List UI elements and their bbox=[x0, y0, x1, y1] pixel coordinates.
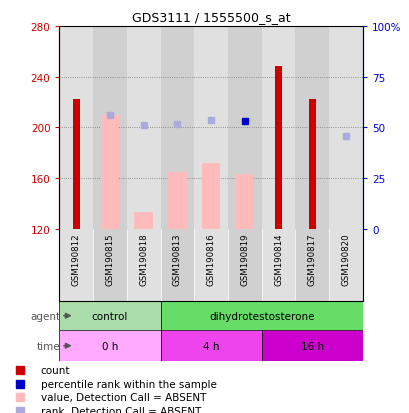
Bar bbox=[59, 27, 93, 229]
Bar bbox=[126, 27, 160, 229]
Bar bbox=[308, 100, 315, 229]
Bar bbox=[261, 330, 362, 361]
Text: time: time bbox=[36, 341, 60, 351]
Bar bbox=[93, 27, 126, 229]
Bar bbox=[194, 229, 227, 301]
Bar bbox=[295, 229, 328, 301]
Text: GSM190815: GSM190815 bbox=[105, 233, 114, 285]
Text: dihydrotestosterone: dihydrotestosterone bbox=[209, 311, 314, 321]
Bar bbox=[59, 301, 160, 330]
Bar bbox=[160, 229, 194, 301]
Text: GSM190814: GSM190814 bbox=[273, 233, 282, 285]
Text: GSM190816: GSM190816 bbox=[206, 233, 215, 285]
Text: 16 h: 16 h bbox=[300, 341, 323, 351]
Bar bbox=[227, 229, 261, 301]
Bar bbox=[235, 175, 254, 229]
Bar bbox=[328, 229, 362, 301]
Bar bbox=[160, 27, 194, 229]
Text: value, Detection Call = ABSENT: value, Detection Call = ABSENT bbox=[40, 392, 205, 403]
Bar bbox=[59, 330, 160, 361]
Text: control: control bbox=[92, 311, 128, 321]
Text: agent: agent bbox=[30, 311, 60, 321]
Bar bbox=[101, 115, 119, 229]
Bar bbox=[261, 229, 295, 301]
Text: 4 h: 4 h bbox=[202, 341, 219, 351]
Bar bbox=[134, 213, 153, 229]
Text: GSM190818: GSM190818 bbox=[139, 233, 148, 285]
Bar bbox=[72, 100, 80, 229]
Bar bbox=[126, 229, 160, 301]
Text: GSM190813: GSM190813 bbox=[173, 233, 182, 285]
Text: 0 h: 0 h bbox=[101, 341, 118, 351]
Bar bbox=[93, 229, 126, 301]
Bar bbox=[295, 27, 328, 229]
Text: GSM190817: GSM190817 bbox=[307, 233, 316, 285]
Bar bbox=[194, 27, 227, 229]
Text: rank, Detection Call = ABSENT: rank, Detection Call = ABSENT bbox=[40, 406, 200, 413]
Text: GSM190812: GSM190812 bbox=[72, 233, 81, 285]
Bar bbox=[160, 330, 261, 361]
Bar bbox=[274, 67, 281, 229]
Text: GSM190820: GSM190820 bbox=[341, 233, 350, 285]
Bar bbox=[261, 27, 295, 229]
Bar bbox=[168, 172, 186, 229]
Text: percentile rank within the sample: percentile rank within the sample bbox=[40, 379, 216, 389]
Bar bbox=[227, 27, 261, 229]
Bar bbox=[160, 301, 362, 330]
Bar bbox=[201, 164, 220, 229]
Bar bbox=[328, 27, 362, 229]
Bar bbox=[59, 229, 93, 301]
Text: GSM190819: GSM190819 bbox=[240, 233, 249, 285]
Text: count: count bbox=[40, 365, 70, 375]
Title: GDS3111 / 1555500_s_at: GDS3111 / 1555500_s_at bbox=[132, 11, 290, 24]
